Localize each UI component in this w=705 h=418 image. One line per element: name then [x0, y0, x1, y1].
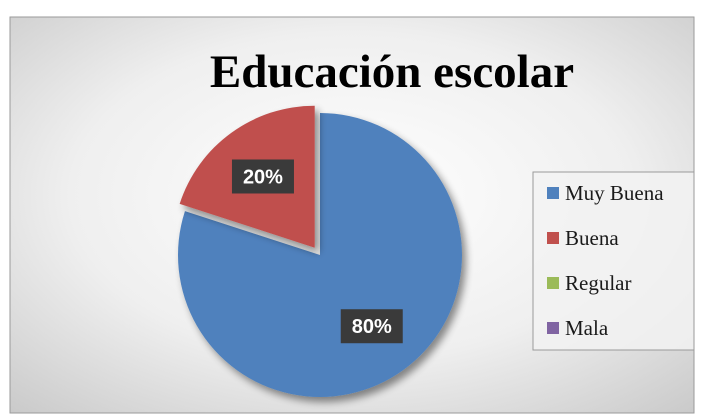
data-labels: 80% 20% — [231, 159, 403, 344]
legend-label-regular: Regular — [565, 271, 631, 295]
legend-swatch-buena — [547, 232, 559, 244]
data-label-text: 20% — [243, 166, 283, 188]
data-label-buena: 20% — [231, 159, 294, 194]
legend-box — [532, 171, 695, 351]
data-label-box — [340, 309, 403, 344]
legend: Muy Buena Buena Regular Mala — [532, 171, 695, 351]
data-label-box — [231, 159, 294, 194]
legend-label-buena: Buena — [565, 226, 619, 250]
chart-title: Educación escolar — [210, 46, 574, 98]
legend-swatch-muy-buena — [547, 187, 559, 199]
data-label-muy-buena: 80% — [340, 309, 403, 344]
legend-label-mala: Mala — [565, 316, 609, 340]
legend-swatch-mala — [547, 322, 559, 334]
legend-label-muy-buena: Muy Buena — [565, 181, 664, 205]
data-label-text: 80% — [352, 316, 392, 338]
legend-swatch-regular — [547, 277, 559, 289]
